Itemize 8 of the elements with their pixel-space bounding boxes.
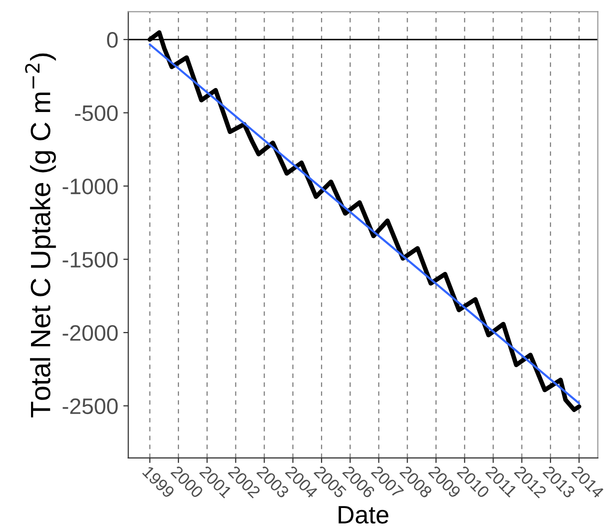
y-tick-label: -2000 (62, 325, 118, 341)
y-tick-label: -1000 (62, 178, 118, 194)
y-tick-label: 0 (107, 32, 118, 48)
y-axis-title: Total Net C Uptake (g C m$^{−2}$) (25, 54, 56, 418)
y-tick-label: -500 (75, 105, 118, 122)
y-tick-label: -2500 (62, 398, 118, 414)
x-axis-title: Date (338, 506, 388, 524)
y-tick-label: -1500 (62, 252, 118, 268)
